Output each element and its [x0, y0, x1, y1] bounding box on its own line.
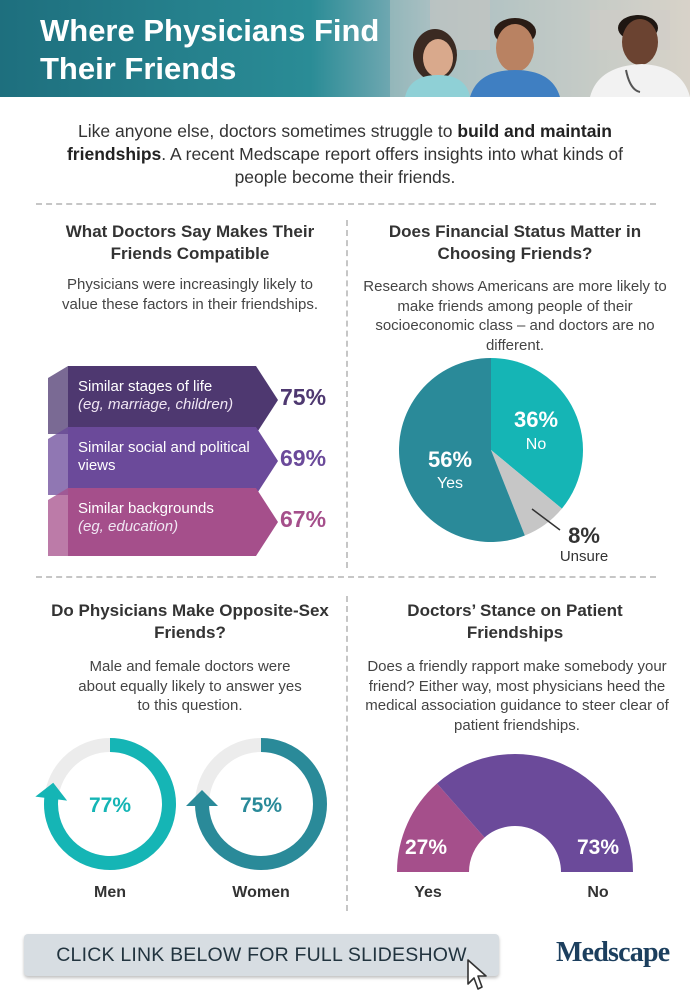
divider	[36, 203, 656, 205]
gauge-label-yes: Yes	[414, 884, 442, 901]
financial-title: Does Financial Status Matter in Choosing…	[388, 222, 642, 263]
financial-pie-chart: 36% No 56% Yes 8%Unsure	[399, 358, 608, 565]
page-title: Where Physicians Find Their Friends	[40, 13, 380, 86]
patient-gauge-chart: 27% 73% Yes No	[397, 754, 633, 901]
pointer-cursor-icon	[467, 959, 487, 990]
pie-value-yes: 56%	[428, 447, 472, 472]
compatibility-bar-fill	[68, 488, 278, 556]
donut-arrowhead	[35, 782, 68, 801]
compatibility-bar-sublabel: (eg, education)	[78, 518, 179, 535]
gauge-slice-yes	[397, 783, 485, 872]
compatibility-bar-value: 69%	[280, 445, 327, 471]
gauge-label-no: No	[587, 884, 609, 901]
compatibility-bar-label: Similar stages of life (eg, marriage, chi…	[78, 378, 278, 414]
pie-label-yes: Yes	[437, 475, 463, 492]
pie-slice-yes	[399, 358, 525, 542]
compatibility-bar-shape	[48, 427, 278, 495]
pie-leader-line	[531, 508, 561, 531]
divider	[346, 596, 348, 911]
financial-text: Research shows Americans are more likely…	[363, 278, 667, 354]
divider	[36, 576, 656, 578]
divider	[346, 220, 348, 568]
pie-slice-unsure	[491, 450, 562, 536]
donut-value-women: 75%	[240, 794, 282, 817]
gauge-value-no: 73%	[577, 836, 619, 859]
donut-arc-men	[44, 738, 176, 870]
donut-arrowhead	[186, 790, 218, 806]
compatibility-text: Physicians were increasingly likely to v…	[62, 276, 318, 313]
compatibility-bar-fill	[68, 366, 278, 434]
donut-arc-women	[195, 738, 327, 870]
opposite-sex-title: Do Physicians Make Opposite-Sex Friends?	[51, 601, 329, 642]
compatibility-bar-label: Similar backgrounds (eg, education)	[78, 500, 278, 536]
compatibility-bar-label: Similar social and political views	[78, 439, 250, 474]
pie-label-no: No	[526, 436, 547, 453]
gauge-value-yes: 27%	[405, 836, 447, 859]
gauge-slice-no	[436, 754, 633, 872]
compatibility-bar-value: 67%	[280, 506, 327, 532]
pie-slice-no	[491, 358, 583, 509]
patient-title: Doctors’ Stance on Patient Friendships	[407, 601, 623, 642]
donut-label-men: Men	[94, 884, 126, 901]
donut-value-men: 77%	[89, 794, 131, 817]
slideshow-link-button[interactable]: CLICK LINK BELOW FOR FULL SLIDESHOW	[24, 934, 499, 976]
intro-text: Like anyone else, doctors sometimes stru…	[78, 121, 458, 141]
intro-paragraph: Like anyone else, doctors sometimes stru…	[50, 120, 640, 189]
pie-value-unsure: 8%	[568, 523, 600, 548]
patient-text: Does a friendly rapport make somebody yo…	[365, 658, 669, 734]
compatibility-bar-side	[48, 366, 68, 434]
compatibility-bar-value: 75%	[280, 384, 327, 410]
opposite-sex-donut-charts: 77% Men 75% Women	[35, 738, 327, 901]
pie-label-unsure: Unsure	[560, 548, 608, 565]
compatibility-bar-fill	[68, 427, 278, 495]
pie-value-no: 36%	[514, 407, 558, 432]
compatibility-bar-shape	[48, 488, 278, 556]
donut-label-women: Women	[232, 884, 289, 901]
compatibility-bar-shape	[48, 366, 278, 434]
compatibility-bar-side	[48, 488, 68, 556]
opposite-sex-text: Male and female doctors were about equal…	[78, 658, 302, 714]
doctors-photo	[390, 0, 690, 97]
medscape-logo: Medscape	[556, 937, 670, 968]
compatibility-bar-side	[48, 427, 68, 495]
intro-text-end: . A recent Medscape report offers insigh…	[161, 144, 624, 187]
header-banner: Where Physicians Find Their Friends	[0, 0, 690, 97]
compatibility-title: What Doctors Say Makes Their Friends Com…	[65, 222, 315, 263]
compatibility-bar-sublabel: (eg, marriage, children)	[78, 396, 234, 413]
intro-emphasis: build and maintain friendships	[66, 121, 612, 164]
